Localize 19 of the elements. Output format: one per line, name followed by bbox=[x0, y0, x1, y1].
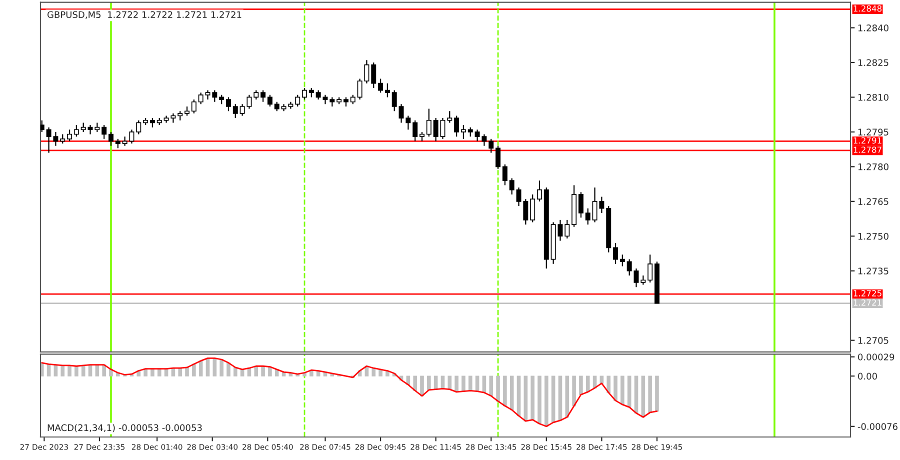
y-tick-label: 0.00 bbox=[858, 372, 877, 380]
y-tick-label: 1.2765 bbox=[858, 198, 888, 205]
ref-line-label: 1.2725 bbox=[854, 290, 882, 296]
y-tick-label: 1.2735 bbox=[858, 268, 888, 274]
y-tick-label: 1.2750 bbox=[858, 232, 888, 240]
y-tick-label: 1.2810 bbox=[858, 94, 888, 101]
y-tick-label: 0.00029 bbox=[858, 354, 894, 360]
y-tick-label: 1.2780 bbox=[858, 163, 888, 170]
y-tick-label: -0.00076 bbox=[858, 423, 898, 430]
ref-line-label: 1.2791 bbox=[854, 137, 882, 144]
y-tick-label: 1.2840 bbox=[858, 24, 888, 32]
y-tick-label: 1.2705 bbox=[858, 337, 888, 344]
ref-line-label: 1.2721 bbox=[854, 299, 882, 306]
y-tick-label: 1.2825 bbox=[858, 59, 888, 66]
ref-line-label: 1.2787 bbox=[854, 146, 882, 153]
y-tick-label: 1.2795 bbox=[858, 128, 888, 136]
text: GBPUSD,M5 1.2722 1.2722 1.2721 1.2721 bbox=[47, 11, 242, 19]
ref-line-label: 1.2848 bbox=[854, 5, 882, 12]
text: MACD(21,34,1) -0.00053 -0.00053 bbox=[48, 424, 202, 432]
